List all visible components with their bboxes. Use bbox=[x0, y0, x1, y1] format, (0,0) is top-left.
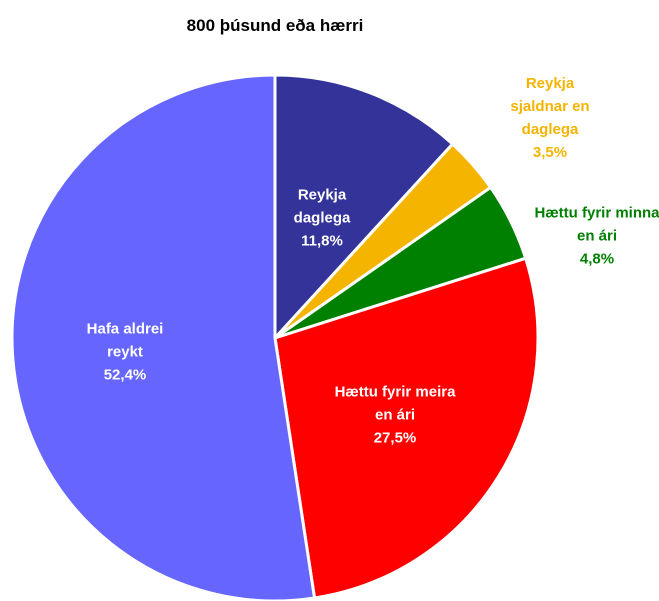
value-label: 27,5% bbox=[373, 429, 417, 447]
value-label: 4,8% bbox=[579, 250, 615, 268]
slice-label: Reykja sjaldnar en daglega 3,5% bbox=[495, 72, 605, 164]
pie-slice bbox=[10, 73, 317, 601]
category-label: Reykja sjaldnar en daglega bbox=[510, 75, 590, 138]
category-label: Hafa aldrei reykt bbox=[86, 320, 164, 361]
category-label: Reykja daglega bbox=[293, 186, 351, 227]
slice-label: Hættu fyrir meira en ári 27,5% bbox=[333, 381, 458, 450]
pie-slice bbox=[273, 256, 540, 600]
pie-slice bbox=[273, 73, 455, 342]
slice-label: Reykja daglega 11,8% bbox=[275, 184, 370, 253]
slice-label: Hættu fyrir minna en ári 4,8% bbox=[535, 202, 659, 271]
chart-title: 800 þúsund eða hærri bbox=[186, 16, 364, 35]
value-label: 52,4% bbox=[103, 366, 147, 384]
category-label: Hættu fyrir meira en ári bbox=[334, 383, 456, 424]
value-label: 3,5% bbox=[532, 144, 568, 161]
category-label: Hættu fyrir minna en ári bbox=[534, 204, 659, 245]
value-label: 11,8% bbox=[301, 232, 343, 250]
slice-label: Hafa aldrei reykt 52,4% bbox=[70, 318, 180, 387]
